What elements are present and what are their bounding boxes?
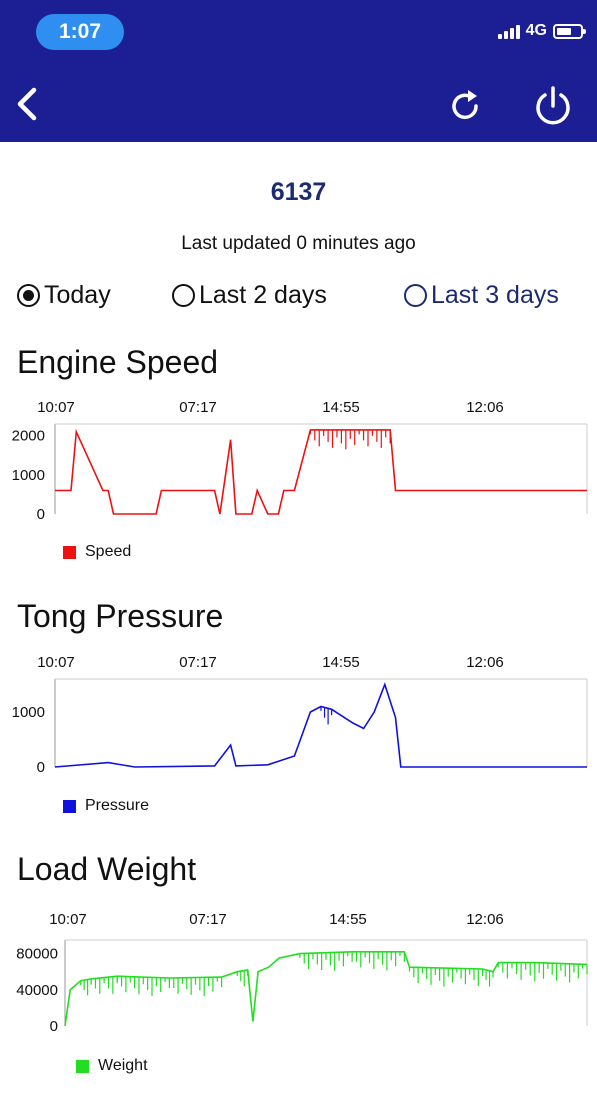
legend-label: Weight bbox=[98, 1057, 148, 1074]
refresh-icon bbox=[452, 90, 478, 119]
chart-title-load-weight: Load Weight bbox=[17, 851, 197, 887]
x-tick-label: 10:07 bbox=[37, 399, 75, 416]
series-line-weight bbox=[64, 951, 588, 1027]
y-tick-label: 2000 bbox=[12, 428, 45, 445]
series-line-pressure bbox=[54, 682, 587, 768]
legend-swatch bbox=[63, 545, 76, 559]
x-tick-label: 12:06 bbox=[466, 911, 504, 928]
range-option-last-3-days[interactable]: Last 3 days bbox=[404, 278, 559, 312]
legend-weight: Weight bbox=[76, 1057, 148, 1075]
x-tick-label: 14:55 bbox=[322, 654, 360, 671]
range-option-label: Today bbox=[44, 280, 111, 309]
range-option-last-2-days[interactable]: Last 2 days bbox=[172, 278, 327, 312]
battery-icon bbox=[553, 23, 586, 39]
x-tick-label: 07:17 bbox=[179, 654, 217, 671]
x-tick-label: 14:55 bbox=[329, 911, 367, 928]
back-button[interactable] bbox=[8, 82, 48, 126]
series-spikes bbox=[309, 429, 391, 450]
chevron-left-icon bbox=[17, 87, 37, 121]
radio-unselected-icon bbox=[404, 283, 427, 307]
chart-title-tong-pressure: Tong Pressure bbox=[17, 598, 224, 634]
y-tick-label: 0 bbox=[37, 506, 45, 523]
range-option-label: Last 3 days bbox=[431, 280, 559, 309]
y-tick-label: 40000 bbox=[16, 982, 58, 999]
x-tick-label: 10:07 bbox=[49, 911, 87, 928]
x-tick-label: 07:17 bbox=[189, 911, 227, 928]
signal-icon bbox=[497, 23, 520, 39]
power-button[interactable] bbox=[530, 84, 576, 130]
legend-pressure: Pressure bbox=[63, 797, 149, 815]
y-tick-label: 80000 bbox=[16, 946, 58, 963]
network-type: 4G bbox=[525, 22, 547, 39]
range-option-label: Last 2 days bbox=[199, 280, 327, 309]
radio-unselected-icon bbox=[172, 283, 195, 307]
status-indicators: 4G bbox=[497, 22, 586, 40]
device-id: 6137 bbox=[270, 178, 327, 206]
range-option-today[interactable]: Today bbox=[17, 278, 111, 312]
app-bar: 1:07 4G bbox=[0, 0, 597, 142]
legend-speed: Speed bbox=[63, 543, 131, 561]
legend-swatch bbox=[63, 799, 76, 813]
refresh-button[interactable] bbox=[446, 86, 486, 126]
series-line-speed bbox=[55, 428, 587, 515]
radio-selected-icon bbox=[17, 283, 40, 307]
engine-speed-chart: 10:07 07:17 14:55 12:06 2000 1000 0 bbox=[12, 399, 588, 523]
x-tick-label: 12:06 bbox=[466, 399, 504, 416]
chart-title-engine-speed: Engine Speed bbox=[17, 344, 219, 380]
legend-label: Speed bbox=[85, 543, 132, 560]
series-spikes bbox=[80, 951, 588, 997]
load-weight-chart: 10:07 07:17 14:55 12:06 80000 40000 0 bbox=[16, 911, 588, 1035]
series-spikes bbox=[320, 706, 333, 725]
y-tick-label: 0 bbox=[37, 759, 45, 776]
x-tick-label: 12:06 bbox=[466, 654, 504, 671]
legend-swatch bbox=[76, 1059, 89, 1073]
tong-pressure-chart: 10:07 07:17 14:55 12:06 1000 0 bbox=[12, 654, 588, 776]
x-tick-label: 14:55 bbox=[322, 399, 360, 416]
y-tick-label: 1000 bbox=[12, 467, 45, 484]
y-tick-label: 0 bbox=[50, 1018, 58, 1035]
status-time: 1:07 bbox=[36, 14, 124, 50]
last-updated-text: Last updated 0 minutes ago bbox=[181, 233, 416, 254]
y-tick-label: 1000 bbox=[12, 704, 45, 721]
legend-label: Pressure bbox=[85, 797, 150, 814]
x-tick-label: 10:07 bbox=[37, 654, 75, 671]
x-tick-label: 07:17 bbox=[179, 399, 217, 416]
power-icon bbox=[536, 86, 570, 125]
